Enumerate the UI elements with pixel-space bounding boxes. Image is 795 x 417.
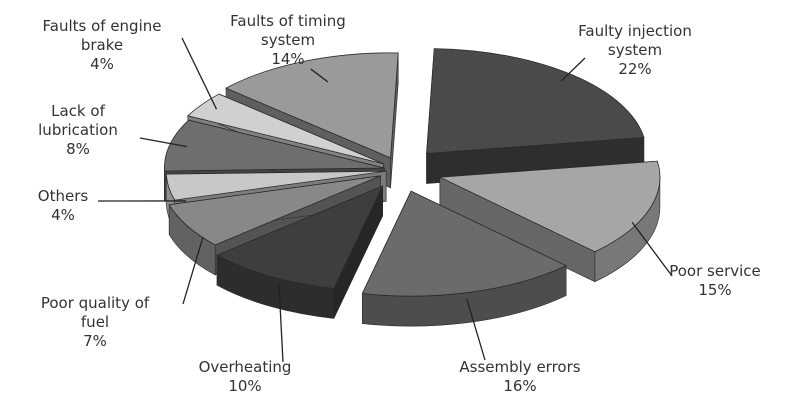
slice-label-3: Overheating 10% [199, 358, 292, 395]
leader-line-8 [310, 68, 329, 83]
leader-line-3 [278, 284, 284, 363]
slice-3 [216, 185, 384, 319]
slice-name-4-1: fuel [81, 313, 109, 331]
slice-label-7: Faults of engine brake 4% [43, 17, 162, 73]
slice-percent-1: 15% [698, 281, 731, 299]
leader-line-1 [631, 221, 673, 277]
slice-percent-4: 7% [83, 332, 107, 350]
slice-name-5-0: Others [38, 187, 89, 205]
slice-name-4-0: Poor quality of [41, 294, 150, 312]
slice-label-6: Lack of lubrication 8% [38, 102, 118, 158]
slice-name-6-1: lubrication [38, 121, 118, 139]
slice-label-8: Faults of timing system 14% [230, 12, 346, 68]
slice-label-5: Others 4% [38, 187, 89, 224]
slice-name-8-0: Faults of timing [230, 12, 346, 30]
slice-percent-7: 4% [90, 55, 114, 73]
slice-percent-6: 8% [66, 140, 90, 158]
leader-line-0 [560, 57, 586, 82]
slice-percent-2: 16% [503, 377, 536, 395]
slice-name-3-0: Overheating [199, 358, 292, 376]
slice-name-7-0: Faults of engine [43, 17, 162, 35]
slice-name-6-0: Lack of [51, 102, 105, 120]
slice-top-5 [165, 170, 387, 201]
slice-name-0-0: Faulty injection [578, 22, 692, 40]
slice-percent-0: 22% [618, 60, 651, 78]
slice-top-0 [426, 48, 645, 154]
slice-name-0-1: system [608, 41, 662, 59]
slice-label-0: Faulty injection system 22% [578, 22, 692, 78]
slice-top-4 [168, 175, 381, 246]
slice-name-2-0: Assembly errors [459, 358, 580, 376]
slice-0 [426, 48, 645, 184]
slice-top-2 [361, 190, 567, 297]
leader-line-6 [139, 137, 188, 148]
slice-percent-5: 4% [51, 206, 75, 224]
slice-percent-8: 14% [271, 50, 304, 68]
slice-2 [361, 190, 567, 327]
slice-top-7 [187, 93, 384, 165]
slice-percent-3: 10% [228, 377, 261, 395]
slice-label-4: Poor quality of fuel 7% [41, 294, 150, 350]
slice-name-1-0: Poor service [669, 262, 761, 280]
slice-top-1 [438, 160, 661, 253]
slice-top-3 [216, 185, 384, 289]
slice-label-2: Assembly errors 16% [459, 358, 580, 395]
slice-name-7-1: brake [81, 36, 123, 54]
slice-label-1: Poor service 15% [669, 262, 761, 299]
slice-name-8-1: system [261, 31, 315, 49]
slice-1 [438, 160, 661, 283]
leader-line-4 [182, 236, 204, 305]
leader-line-2 [466, 298, 486, 361]
leader-line-7 [181, 37, 218, 110]
slice-top-8 [225, 52, 399, 159]
slice-top-6 [164, 119, 385, 172]
